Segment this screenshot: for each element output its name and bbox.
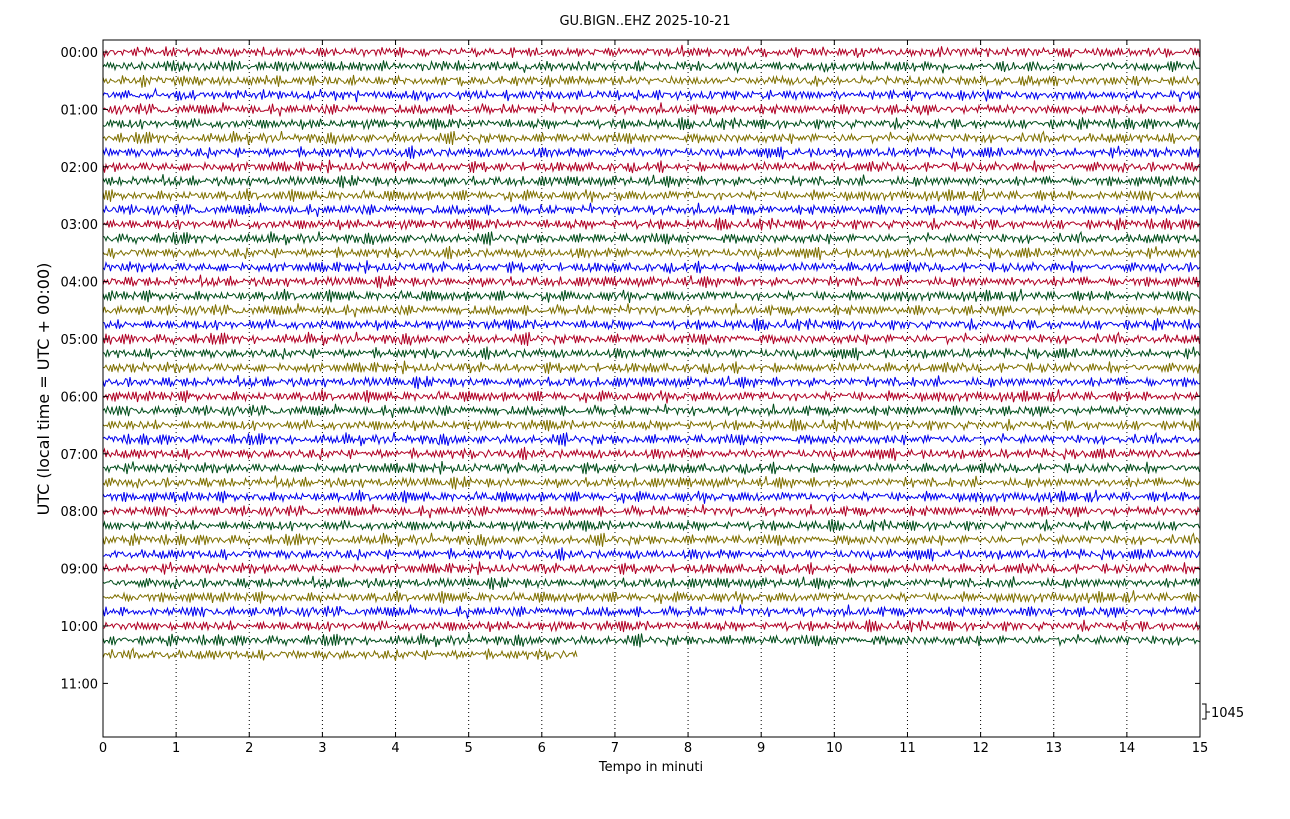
x-tick-label: 10 — [826, 741, 843, 756]
seismic-trace — [102, 461, 1200, 475]
seismic-trace — [102, 59, 1200, 75]
seismic-trace — [102, 403, 1200, 418]
seismic-trace — [102, 575, 1200, 590]
x-tick-label: 13 — [1045, 741, 1062, 756]
y-tick-label: 04:00 — [61, 276, 98, 291]
x-tick-label: 1 — [172, 741, 180, 756]
seismic-trace — [102, 504, 1200, 519]
y-tick-label: 00:00 — [61, 46, 98, 61]
seismic-trace — [102, 518, 1200, 533]
y-tick-label: 11:00 — [61, 677, 98, 692]
y-tick-label: 09:00 — [61, 563, 98, 578]
seismic-trace — [102, 561, 1200, 576]
seismic-trace — [102, 374, 1200, 390]
seismic-trace — [102, 174, 1200, 189]
x-tick-label: 4 — [391, 741, 399, 756]
seismic-trace — [102, 389, 1200, 404]
seismic-trace — [102, 647, 578, 661]
seismic-trace — [102, 619, 1200, 633]
seismic-trace — [102, 303, 1200, 318]
seismic-trace — [102, 604, 1200, 619]
x-axis-label: Tempo in minuti — [598, 760, 703, 775]
seismic-trace — [102, 260, 1200, 274]
x-tick-label: 8 — [684, 741, 692, 756]
chart-title: GU.BIGN..EHZ 2025-10-21 — [559, 14, 730, 29]
x-tick-label: 2 — [245, 741, 253, 756]
seismic-trace — [102, 117, 1200, 131]
seismic-trace — [102, 331, 1200, 346]
y-tick-label: 02:00 — [61, 161, 98, 176]
y-tick-label: 03:00 — [61, 218, 98, 233]
seismic-trace — [102, 188, 1200, 203]
x-axis: 0 1 2 3 4 5 6 7 8 9 10 11 12 13 14 15 — [99, 40, 1208, 756]
x-tick-label: 14 — [1119, 741, 1136, 756]
seismic-trace — [102, 130, 1200, 146]
plot-frame — [102, 39, 1201, 738]
seismic-trace — [102, 145, 1200, 160]
seismic-trace — [102, 288, 1200, 303]
seismic-trace — [102, 44, 1200, 59]
seismic-trace — [102, 418, 1200, 432]
x-tick-label: 12 — [972, 741, 989, 756]
seismic-trace — [102, 230, 1200, 246]
seismic-trace — [102, 489, 1200, 504]
x-tick-label: 9 — [757, 741, 765, 756]
seismic-trace — [102, 431, 1200, 447]
seismic-trace — [102, 346, 1200, 361]
x-tick-label: 3 — [318, 741, 326, 756]
seismic-trace — [102, 74, 1200, 88]
seismic-trace — [102, 245, 1200, 260]
y-tick-label: 05:00 — [61, 333, 98, 348]
x-tick-label: 15 — [1192, 741, 1209, 756]
y-tick-label: 06:00 — [61, 390, 98, 405]
y-tick-label: 10:00 — [61, 620, 98, 635]
y-axis: 00:00 01:00 02:00 03:00 04:00 05:00 06:00 07:00… — [61, 46, 1200, 692]
x-tick-label: 5 — [465, 741, 473, 756]
x-tick-label: 7 — [611, 741, 619, 756]
seismic-trace — [102, 87, 1200, 103]
seismic-trace — [102, 102, 1200, 117]
traces-group — [102, 44, 1200, 661]
scale-label: 1045 — [1211, 706, 1244, 721]
seismic-trace — [102, 532, 1200, 547]
seismic-trace — [102, 318, 1200, 332]
y-tick-label: 08:00 — [61, 505, 98, 520]
seismic-trace — [102, 159, 1200, 174]
seismic-trace — [102, 202, 1200, 217]
seismic-trace — [102, 590, 1200, 605]
seismic-trace — [102, 274, 1200, 289]
amplitude-scale: 1045 — [1202, 703, 1244, 721]
x-tick-label: 0 — [99, 741, 107, 756]
scale-bracket — [1202, 703, 1210, 720]
x-tick-label: 11 — [899, 741, 916, 756]
y-axis-label: UTC (local time = UTC + 00:00) — [34, 263, 53, 516]
seismic-trace — [102, 446, 1200, 461]
seismic-trace — [102, 475, 1200, 490]
seismic-trace — [102, 547, 1200, 562]
y-tick-label: 01:00 — [61, 103, 98, 118]
seismic-trace — [102, 217, 1200, 231]
grid-lines — [175, 40, 1128, 737]
y-tick-label: 07:00 — [61, 448, 98, 463]
seismic-trace — [102, 633, 1200, 648]
x-tick-label: 6 — [538, 741, 546, 756]
seismic-trace — [103, 360, 1200, 375]
